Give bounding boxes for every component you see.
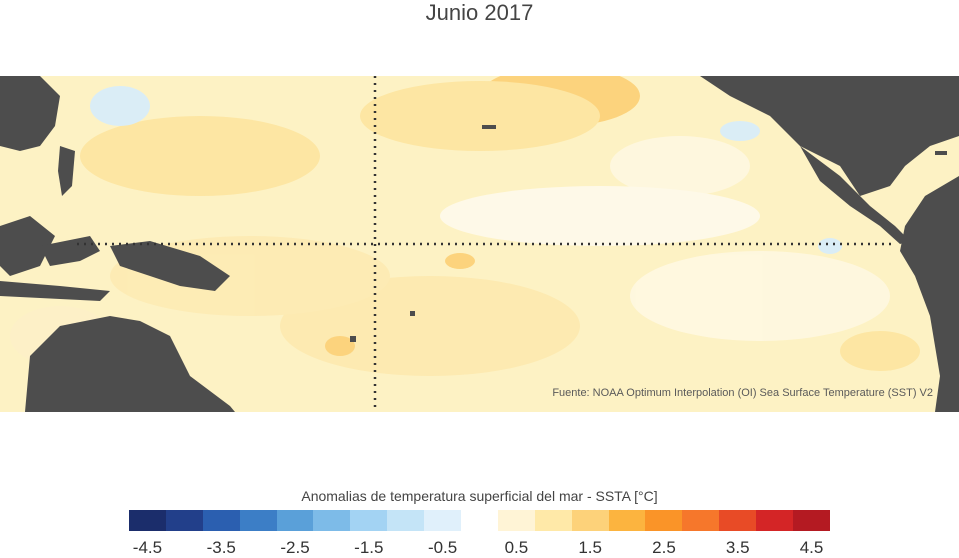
colorbar-tick-label: -4.5 — [132, 538, 163, 557]
colorbar-tick-label: -1.5 — [354, 538, 384, 557]
ssta-map — [0, 76, 959, 412]
colorbar-swatch — [350, 510, 388, 531]
land-philippines — [58, 146, 75, 196]
land-fiji — [350, 336, 356, 342]
land-north-america — [700, 76, 959, 196]
colorbar-swatch — [608, 510, 646, 531]
colorbar-swatch — [313, 510, 351, 531]
colorbar-swatch — [129, 510, 166, 531]
colorbar — [129, 510, 830, 531]
land-asia — [0, 76, 60, 151]
colorbar-ticks: -4.5 -3.5 -2.5 -1.5 -0.5 0.5 1.5 2.5 3.5 4.5 — [0, 538, 959, 558]
colorbar-tick-label: -0.5 — [427, 538, 458, 557]
colorbar-swatch — [793, 510, 830, 531]
colorbar-swatch — [165, 510, 203, 531]
colorbar-tick-label: 3.5 — [725, 538, 750, 557]
land-hawaii — [482, 125, 496, 129]
map-title: Junio 2017 — [425, 0, 534, 25]
colorbar-swatch — [682, 510, 720, 531]
land-masses — [0, 76, 959, 412]
land-java-chain — [0, 281, 110, 301]
source-note: Fuente: NOAA Optimum Interpolation (OI) … — [552, 387, 933, 399]
colorbar-swatch — [387, 510, 425, 531]
land-australia — [25, 316, 235, 412]
land-central-america — [800, 146, 910, 244]
colorbar-tick-label: 2.5 — [652, 538, 676, 557]
colorbar-swatch — [202, 510, 240, 531]
colorbar-swatch — [571, 510, 609, 531]
colorbar-swatch — [534, 510, 572, 531]
colorbar-tick-label: 4.5 — [799, 538, 824, 557]
colorbar-swatch — [239, 510, 277, 531]
colorbar-swatch — [424, 510, 462, 531]
land-south-america — [900, 176, 959, 412]
colorbar-label: Anomalias de temperatura superficial del… — [301, 488, 658, 504]
ssta-map-canvas — [0, 76, 959, 412]
colorbar-swatch — [461, 510, 498, 531]
colorbar-tick-label: 0.5 — [504, 538, 529, 557]
anomaly-patches — [10, 76, 920, 376]
colorbar-swatch — [497, 510, 535, 531]
colorbar-swatch — [276, 510, 314, 531]
colorbar-swatch — [645, 510, 683, 531]
colorbar-tick-label: -2.5 — [280, 538, 310, 557]
colorbar-tick-label: -3.5 — [206, 538, 236, 557]
colorbar-swatch — [719, 510, 757, 531]
land-new-guinea — [110, 241, 230, 291]
land-borneo-sumatra — [0, 216, 55, 276]
colorbar-tick-label: 1.5 — [578, 538, 602, 557]
colorbar-swatch — [756, 510, 794, 531]
